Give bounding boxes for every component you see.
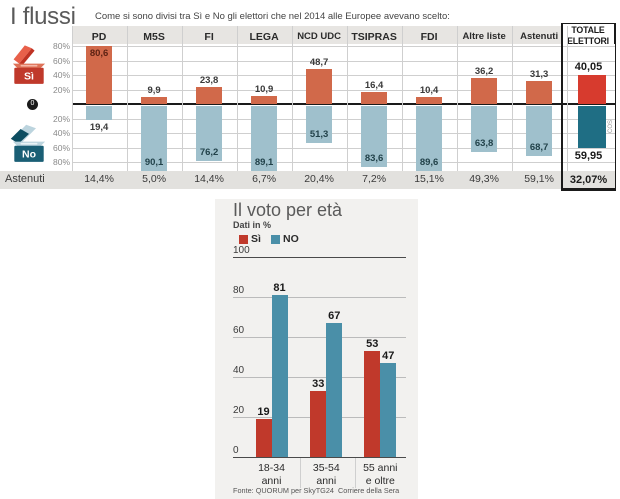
svg-text:Sì: Sì bbox=[24, 71, 34, 83]
svg-text:No: No bbox=[22, 149, 36, 161]
